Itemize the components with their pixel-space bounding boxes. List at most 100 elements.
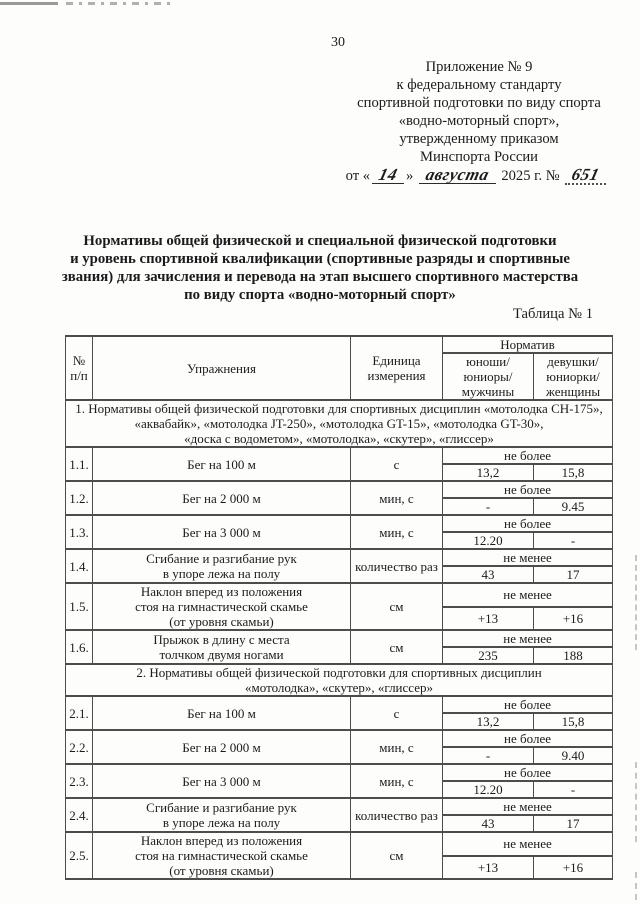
header-row-genders: юноши/ юниоры/ мужчины девушки/ юниорки/…	[66, 352, 614, 401]
female-value-cell: 15,8	[532, 712, 614, 731]
male-value-cell: 43	[442, 565, 534, 584]
handwritten-month: августа	[423, 165, 492, 184]
exercise-cell: Сгибание и разгибание рук в упоре лежа н…	[92, 548, 351, 584]
header-number-cell: № п/п	[65, 335, 93, 401]
appendix-line: утвержденному приказом	[399, 131, 559, 147]
section-header-row: 1. Нормативы общей физической подготовки…	[64, 399, 614, 448]
exercise-cell: Сгибание и разгибание рук в упоре лежа н…	[92, 797, 351, 833]
header-norm-cell: Норматив	[441, 335, 614, 354]
table-row-values: -9.40	[66, 746, 614, 765]
appendix-line: Минспорта России	[420, 149, 538, 165]
date-prefix: от «	[345, 168, 371, 184]
table-row-values: -9.45	[66, 497, 614, 516]
unit-cell: мин, с	[350, 514, 443, 550]
table-row: 1.3. Бег на 3 000 м мин, с не более	[65, 514, 614, 550]
table-row: 2.5. Наклон вперед из положения стоя на г…	[65, 831, 614, 880]
unit-cell: с	[350, 446, 443, 482]
section-header-cell: 1. Нормативы общей физической подготовки…	[64, 399, 614, 448]
female-value-cell: 9.40	[532, 746, 614, 765]
row-number-cell: 2.4.	[65, 797, 93, 833]
table-row: 1.2. Бег на 2 000 м мин, с не более	[65, 480, 614, 516]
female-value-cell: -	[532, 780, 614, 799]
exercise-cell: Наклон вперед из положения стоя на гимна…	[92, 582, 351, 631]
appendix-lines: Приложение № 9 к федеральному стандарту сп…	[320, 58, 638, 166]
appendix-line: Приложение № 9	[425, 59, 533, 75]
female-value-cell: 17	[532, 565, 614, 584]
unit-cell: см	[350, 831, 443, 880]
header-male-cell: юноши/ юниоры/ мужчины	[442, 352, 534, 401]
title-line: и уровень спортивной квалификации (спорт…	[70, 251, 570, 267]
female-value-cell: +16	[532, 854, 614, 880]
condition-cell: не более	[441, 446, 614, 465]
table-row: 1.4. Сгибание и разгибание рук в упоре ле…	[65, 548, 614, 584]
exercise-cell: Бег на 2 000 м	[92, 480, 351, 516]
header-exercise-cell: Упражнения	[92, 335, 351, 401]
row-number-cell: 2.1.	[65, 695, 93, 731]
handwritten-order-number: 651	[570, 165, 602, 184]
title-line: звания) для зачисления и перевода на эта…	[61, 269, 579, 285]
unit-cell: количество раз	[350, 797, 443, 833]
condition-cell: не менее	[441, 797, 614, 816]
handwritten-day-blank: 14	[372, 165, 405, 184]
male-value-cell: +13	[442, 854, 534, 880]
header-female-cell: девушки/ юниорки/ женщины	[532, 352, 614, 401]
unit-cell: мин, с	[350, 480, 443, 516]
condition-cell: не менее	[441, 548, 614, 567]
table-row: 2.3. Бег на 3 000 м мин, с не более	[65, 763, 614, 799]
standards-table-body: 1. Нормативы общей физической подготовки…	[64, 399, 614, 880]
scan-artifact-top-dashes	[66, 2, 176, 5]
exercise-cell: Бег на 2 000 м	[92, 729, 351, 765]
female-value-cell: 9.45	[532, 497, 614, 516]
handwritten-day: 14	[376, 165, 400, 184]
appendix-line: «водно-моторный спорт»,	[398, 113, 560, 129]
female-value-cell: 17	[532, 814, 614, 833]
handwritten-month-blank: августа	[418, 165, 496, 184]
male-value-cell: 13,2	[442, 712, 534, 731]
table-row: 2.1. Бег на 100 м с не более	[65, 695, 614, 731]
scan-artifact-right-edge	[635, 555, 637, 650]
table-caption: Таблица № 1	[513, 306, 593, 322]
date-year: 2025 г. №	[501, 168, 560, 184]
male-value-cell: 12.20	[442, 531, 534, 550]
unit-cell: количество раз	[350, 548, 443, 584]
male-value-cell: -	[442, 746, 534, 765]
exercise-cell: Бег на 3 000 м	[92, 763, 351, 799]
table-row: 1.1. Бег на 100 м с не более	[65, 446, 614, 482]
order-date-line: от « 14 » августа 2025 г. № 651	[316, 165, 638, 185]
male-value-cell: 43	[442, 814, 534, 833]
table-row-values: 12.20-	[66, 531, 614, 550]
female-value-cell: 15,8	[532, 463, 614, 482]
male-value-cell: +13	[442, 605, 534, 631]
standards-table: № п/п Упражнения Единица измерения Норма…	[64, 335, 614, 880]
table-row: 2.4. Сгибание и разгибание рук в упоре ле…	[65, 797, 614, 833]
unit-cell: мин, с	[350, 729, 443, 765]
condition-cell: не более	[441, 763, 614, 782]
title-line: по виду спорта «водно-моторный спорт»	[184, 287, 456, 303]
page-number: 30	[331, 35, 345, 50]
table-row-values: 43 17	[66, 565, 614, 584]
male-value-cell: 235	[442, 646, 534, 665]
row-number-cell: 1.6.	[65, 629, 93, 665]
document-title: Нормативы общей физической и специальной…	[0, 232, 640, 304]
table-row-values: 43 17	[66, 814, 614, 833]
table-row-values: 13,2 15,8	[66, 712, 614, 731]
row-number-cell: 1.1.	[65, 446, 93, 482]
appendix-line: спортивной подготовки по виду спорта	[357, 95, 601, 111]
condition-cell: не менее	[441, 629, 614, 648]
row-number-cell: 1.5.	[65, 582, 93, 631]
unit-cell: с	[350, 695, 443, 731]
unit-cell: см	[350, 629, 443, 665]
unit-cell: см	[350, 582, 443, 631]
row-number-cell: 1.4.	[65, 548, 93, 584]
unit-cell: мин, с	[350, 763, 443, 799]
condition-cell: не более	[441, 729, 614, 748]
row-number-cell: 1.3.	[65, 514, 93, 550]
exercise-cell: Прыжок в длину с места толчком двумя ног…	[92, 629, 351, 665]
row-number-cell: 2.5.	[65, 831, 93, 880]
table-row-values: 235 188	[66, 646, 614, 665]
table-row: 1.6. Прыжок в длину с места толчком двумя…	[65, 629, 614, 665]
header-unit-cell: Единица измерения	[350, 335, 443, 401]
condition-cell: не более	[441, 695, 614, 714]
scan-artifact-top-bar	[0, 2, 58, 5]
